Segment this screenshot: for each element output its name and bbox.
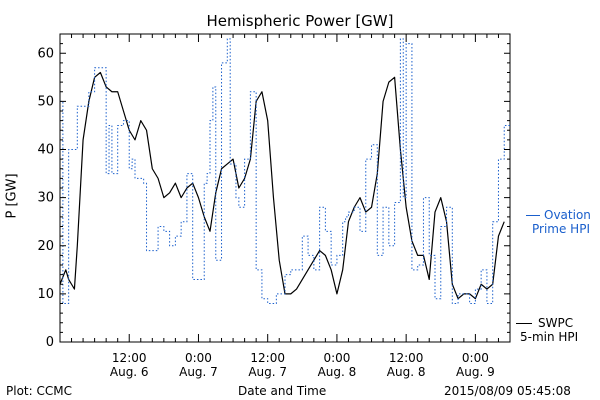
y-tick-label: 50	[37, 94, 54, 109]
series-ovation-prime-hpi	[60, 38, 510, 304]
y-axis-label: P [GW]	[4, 173, 20, 219]
legend-swpc-line-icon	[516, 322, 532, 324]
y-tick-label: 0	[46, 335, 54, 350]
y-tick-label: 60	[37, 46, 54, 61]
legend-swpc-line1: SWPC	[538, 316, 574, 330]
x-tick-label-time: 12:00	[250, 351, 285, 365]
x-tick-label-date: Aug. 7	[248, 365, 287, 379]
x-tick-label-time: 12:00	[112, 351, 147, 365]
plot-credit: Plot: CCMC	[6, 384, 72, 398]
series-swpc-5min-hpi	[59, 71, 505, 300]
axes-frame	[59, 33, 511, 343]
x-tick-label-time: 12:00	[389, 351, 424, 365]
x-tick-label-time: 0:00	[462, 351, 489, 365]
x-tick-label-date: Aug. 8	[318, 365, 357, 379]
x-tick-label-date: Aug. 9	[456, 365, 495, 379]
legend-ovation: Ovation Prime HPI	[526, 208, 591, 236]
legend-swpc-line2: 5-min HPI	[520, 330, 579, 344]
x-tick-label-date: Aug. 6	[110, 365, 149, 379]
x-tick-label-time: 0:00	[185, 351, 212, 365]
legend-swpc: SWPC 5-min HPI	[516, 316, 578, 344]
legend-ovation-line2: Prime HPI	[532, 222, 590, 236]
chart-title: Hemispheric Power [GW]	[206, 12, 394, 30]
x-tick-label-date: Aug. 8	[387, 365, 426, 379]
plot-frame	[59, 33, 511, 343]
timestamp: 2015/08/09 05:45:08	[444, 384, 571, 398]
x-tick-label-time: 0:00	[323, 351, 350, 365]
y-tick-label: 20	[37, 239, 54, 254]
x-tick-label-date: Aug. 7	[179, 365, 218, 379]
legend-ovation-dash-icon	[526, 214, 540, 216]
y-tick-label: 30	[37, 191, 54, 206]
x-axis-title: Date and Time	[238, 384, 327, 398]
y-tick-label: 10	[37, 287, 54, 302]
legend-ovation-line1: Ovation	[544, 208, 591, 222]
series-layer	[59, 38, 510, 304]
y-tick-label: 40	[37, 143, 54, 158]
